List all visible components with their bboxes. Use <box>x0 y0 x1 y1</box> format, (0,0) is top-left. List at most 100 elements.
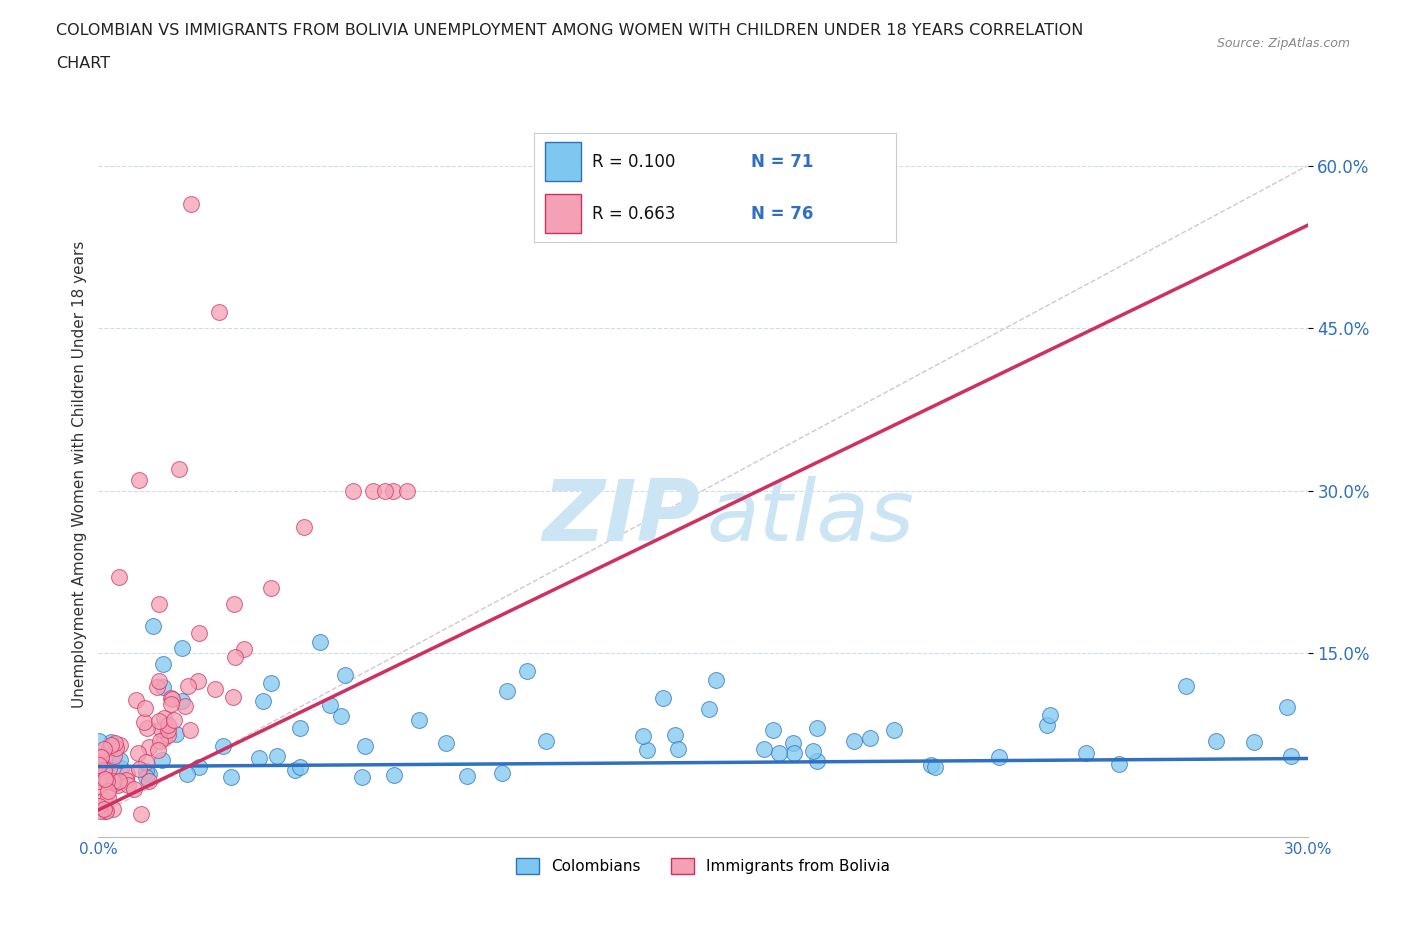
Point <box>134 714 156 729</box>
Point <box>350 769 373 784</box>
Point <box>149 734 172 749</box>
Point <box>859 731 882 746</box>
Point <box>103 749 125 764</box>
Point <box>318 698 340 712</box>
Point <box>167 461 190 476</box>
Point <box>631 728 654 743</box>
Point <box>98 761 121 776</box>
Point <box>782 736 804 751</box>
Point <box>104 741 127 756</box>
Point <box>783 746 806 761</box>
Point <box>1277 699 1299 714</box>
Text: atlas: atlas <box>707 476 915 559</box>
Point <box>152 730 174 745</box>
Point <box>93 804 115 818</box>
Point <box>165 726 187 741</box>
Point <box>636 742 658 757</box>
Point <box>290 721 312 736</box>
Point <box>136 721 159 736</box>
Point <box>208 304 231 319</box>
Point <box>148 743 170 758</box>
Point <box>117 777 139 792</box>
Point <box>651 690 673 705</box>
Point <box>1205 734 1227 749</box>
Point <box>135 764 157 778</box>
Point <box>664 727 686 742</box>
Point <box>434 736 457 751</box>
Point <box>152 680 174 695</box>
Point <box>704 672 727 687</box>
Point <box>252 694 274 709</box>
Point <box>107 778 129 793</box>
Point <box>87 773 110 788</box>
Point <box>148 597 170 612</box>
Point <box>94 804 117 819</box>
Point <box>174 698 197 713</box>
Point <box>87 770 110 785</box>
Point <box>125 693 148 708</box>
Point <box>115 767 138 782</box>
Point <box>177 678 200 693</box>
Point <box>801 744 824 759</box>
Point <box>292 520 315 535</box>
Point <box>187 673 209 688</box>
Point <box>93 741 115 756</box>
Point <box>134 700 156 715</box>
Point <box>247 751 270 765</box>
Point <box>100 735 122 750</box>
Point <box>233 642 256 657</box>
Point <box>806 720 828 735</box>
Point <box>374 483 396 498</box>
Text: CHART: CHART <box>56 56 110 71</box>
Point <box>381 483 404 498</box>
Point <box>516 663 538 678</box>
Y-axis label: Unemployment Among Women with Children Under 18 years: Unemployment Among Women with Children U… <box>72 241 87 708</box>
Point <box>333 667 356 682</box>
Point <box>104 736 127 751</box>
Point <box>180 196 202 211</box>
Point <box>87 799 110 814</box>
Point <box>924 760 946 775</box>
Point <box>353 738 375 753</box>
Point <box>157 718 180 733</box>
Point <box>224 650 246 665</box>
Point <box>148 713 170 728</box>
Point <box>920 757 942 772</box>
Point <box>138 740 160 755</box>
Point <box>135 769 157 784</box>
Point <box>101 802 124 817</box>
Point <box>98 740 121 755</box>
Point <box>149 722 172 737</box>
Point <box>534 733 557 748</box>
Point <box>1035 717 1057 732</box>
Point <box>221 689 243 704</box>
Text: 30.0%: 30.0% <box>1284 843 1331 857</box>
Point <box>90 750 112 764</box>
Point <box>160 697 183 711</box>
Point <box>806 753 828 768</box>
Point <box>284 763 307 777</box>
Point <box>100 738 122 753</box>
Point <box>159 691 181 706</box>
Point <box>1243 735 1265 750</box>
Point <box>108 774 131 789</box>
Point <box>93 802 115 817</box>
Point <box>260 581 283 596</box>
Point <box>152 657 174 671</box>
Point <box>1279 749 1302 764</box>
Point <box>219 769 242 784</box>
Point <box>87 734 110 749</box>
Point <box>128 472 150 487</box>
Point <box>96 774 118 789</box>
Point <box>1076 746 1098 761</box>
Point <box>170 694 193 709</box>
Point <box>142 618 165 633</box>
Point <box>107 570 129 585</box>
Point <box>90 750 112 764</box>
Point <box>146 680 169 695</box>
Point <box>138 766 160 781</box>
Point <box>93 792 115 807</box>
Point <box>408 712 430 727</box>
Point <box>129 806 152 821</box>
Point <box>115 772 138 787</box>
